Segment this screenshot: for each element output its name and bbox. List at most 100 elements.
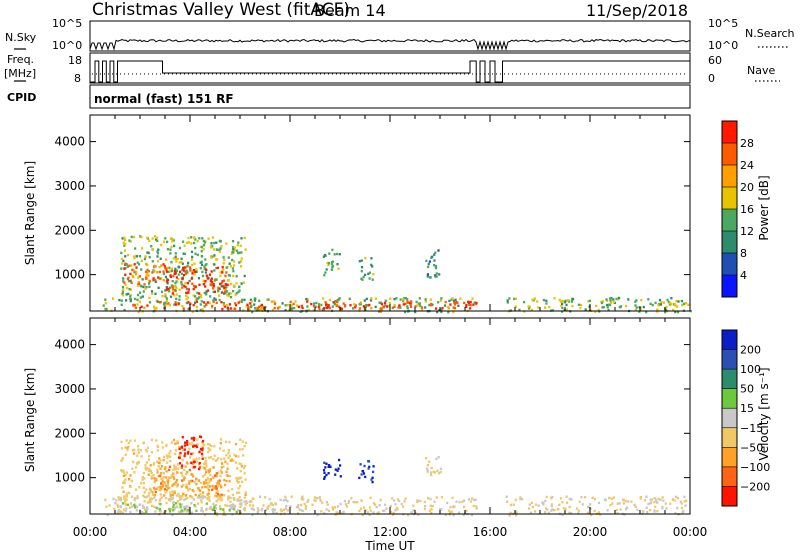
- data-cell: [135, 509, 138, 512]
- data-cell: [289, 303, 292, 307]
- data-cell: [140, 305, 143, 308]
- data-cell: [205, 292, 208, 295]
- data-cell: [236, 467, 239, 470]
- data-cell: [564, 299, 567, 303]
- data-cell: [191, 272, 194, 275]
- data-cell: [169, 270, 172, 273]
- data-cell: [199, 489, 202, 492]
- data-cell: [147, 494, 150, 497]
- data-cell: [220, 438, 223, 441]
- data-cell: [139, 291, 142, 294]
- data-cell: [124, 267, 127, 270]
- data-cell: [121, 511, 124, 514]
- data-cell: [645, 495, 648, 498]
- data-cell: [141, 247, 144, 250]
- data-cell: [119, 511, 122, 515]
- data-cell: [158, 489, 161, 492]
- data-cell: [165, 476, 168, 479]
- data-cell: [179, 451, 182, 455]
- data-cell: [151, 271, 154, 274]
- data-cell: [176, 485, 179, 488]
- data-cell: [184, 272, 188, 275]
- data-cell: [216, 498, 220, 501]
- freq-panel-frame: [89, 52, 691, 84]
- data-cell: [237, 241, 240, 244]
- data-cell: [325, 500, 328, 504]
- data-cell: [158, 487, 161, 490]
- data-cell: [197, 479, 200, 482]
- data-cell: [191, 310, 194, 313]
- data-cell: [394, 503, 397, 506]
- data-cell: [222, 262, 225, 265]
- data-cell: [227, 294, 230, 298]
- data-cell: [228, 303, 231, 306]
- data-cell: [531, 505, 534, 509]
- data-cell: [336, 300, 339, 304]
- data-cell: [328, 464, 331, 467]
- data-cell: [144, 277, 148, 280]
- data-cell: [377, 511, 380, 514]
- data-cell: [133, 304, 136, 307]
- data-cell: [190, 277, 193, 280]
- data-cell: [545, 299, 548, 302]
- data-cell: [180, 280, 183, 284]
- data-cell: [208, 301, 211, 305]
- data-cell: [168, 508, 171, 511]
- data-cell: [673, 499, 676, 502]
- data-cell: [125, 507, 128, 510]
- data-cell: [117, 505, 120, 509]
- data-cell: [146, 304, 149, 307]
- data-cell: [202, 283, 205, 286]
- data-cell: [645, 506, 648, 509]
- data-cell: [188, 482, 191, 485]
- data-cell: [181, 277, 184, 281]
- data-cell: [217, 290, 220, 293]
- data-cell: [380, 307, 383, 311]
- data-cell: [415, 300, 418, 304]
- data-cell: [450, 510, 454, 514]
- data-cell: [359, 507, 363, 510]
- data-cell: [430, 471, 433, 474]
- data-cell: [154, 490, 157, 494]
- data-cell: [264, 496, 267, 499]
- data-cell: [428, 303, 431, 307]
- data-cell: [212, 290, 215, 293]
- data-cell: [653, 509, 656, 512]
- data-cell: [371, 476, 374, 479]
- data-cell: [342, 510, 345, 514]
- data-cell: [172, 491, 175, 495]
- data-cell: [470, 513, 473, 517]
- data-cell: [373, 503, 377, 506]
- data-cell: [239, 463, 243, 466]
- data-cell: [654, 301, 657, 305]
- data-cell: [362, 506, 366, 509]
- data-cell: [267, 298, 270, 301]
- data-cell: [174, 480, 178, 484]
- data-cell: [183, 273, 186, 277]
- data-cell: [200, 300, 203, 303]
- data-cell: [452, 505, 455, 508]
- colorbar-swatch: [722, 231, 737, 253]
- data-cell: [452, 513, 455, 517]
- data-cell: [200, 255, 203, 258]
- data-cell: [404, 296, 407, 300]
- data-cell: [410, 511, 413, 514]
- data-cell: [185, 291, 188, 295]
- data-cell: [412, 504, 415, 507]
- data-cell: [131, 268, 134, 272]
- data-cell: [142, 441, 145, 444]
- data-cell: [654, 505, 657, 509]
- data-cell: [250, 500, 253, 503]
- data-cell: [536, 300, 539, 303]
- data-cell: [220, 301, 223, 304]
- data-cell: [159, 498, 162, 501]
- colorbar-tick-label: 50: [740, 383, 754, 396]
- data-cell: [328, 306, 332, 310]
- data-cell: [364, 273, 367, 277]
- data-cell: [196, 438, 199, 441]
- data-cell: [166, 299, 169, 302]
- data-cell: [559, 497, 563, 500]
- data-cell: [128, 478, 131, 481]
- data-cell: [124, 502, 127, 505]
- data-cell: [537, 306, 540, 309]
